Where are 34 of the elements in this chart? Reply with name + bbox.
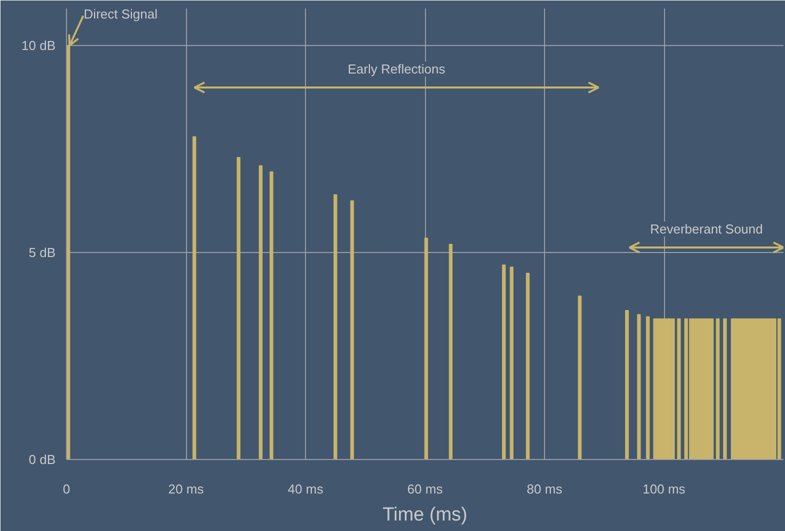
x-tick-label: 20 ms bbox=[168, 482, 204, 496]
y-tick-label: 10 dB bbox=[22, 38, 56, 54]
bar bbox=[334, 194, 338, 460]
bar bbox=[258, 165, 263, 460]
bar bbox=[637, 314, 641, 460]
bar bbox=[350, 200, 354, 460]
bar bbox=[448, 244, 453, 460]
y-tick-label: 5 dB bbox=[28, 245, 56, 260]
bar bbox=[502, 264, 506, 460]
bar bbox=[671, 318, 675, 460]
bar bbox=[684, 318, 688, 460]
annotation: Reverberant Sound bbox=[650, 222, 763, 236]
bar bbox=[716, 318, 720, 460]
bar bbox=[710, 318, 714, 460]
bar bbox=[424, 238, 428, 460]
x-tick-label: 40 ms bbox=[288, 482, 324, 496]
x-tick-label: 100 ms bbox=[642, 482, 686, 496]
bar bbox=[236, 156, 240, 460]
x-tick-label: 0 bbox=[62, 482, 70, 496]
bar bbox=[723, 318, 727, 460]
bar bbox=[677, 318, 681, 460]
y-tick-label: 0 dB bbox=[28, 452, 56, 467]
bar bbox=[192, 136, 196, 460]
bar bbox=[646, 316, 650, 460]
x-tick-label: 80 ms bbox=[526, 482, 563, 496]
annotation: Early Reflections bbox=[348, 62, 446, 76]
bar bbox=[578, 296, 582, 460]
bar bbox=[510, 266, 514, 460]
bar bbox=[526, 272, 530, 460]
bar bbox=[625, 310, 629, 460]
x-tick-label: 60 ms bbox=[407, 482, 444, 496]
bar bbox=[270, 171, 274, 460]
x-axis-title: Time (ms) bbox=[382, 504, 468, 526]
annotation: Direct Signal bbox=[84, 6, 158, 22]
